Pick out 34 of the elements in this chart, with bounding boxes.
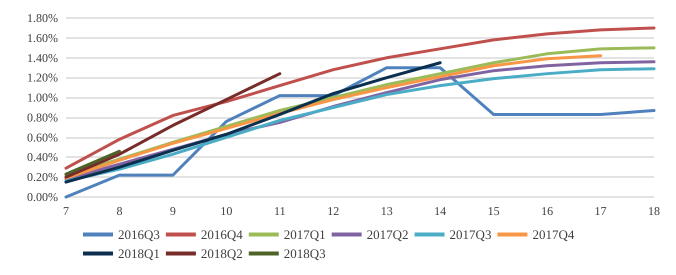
legend-label: 2016Q4	[200, 227, 244, 242]
y-tick-label: 0.80%	[27, 110, 58, 124]
x-tick-label: 8	[116, 204, 122, 218]
legend-label: 2017Q4	[532, 227, 575, 242]
x-tick-label: 16	[541, 204, 554, 218]
x-tick-label: 14	[434, 204, 446, 218]
line-series	[64, 61, 442, 184]
x-tick-label: 11	[274, 204, 286, 218]
x-tick-label: 13	[380, 204, 393, 218]
legend-label: 2016Q3	[118, 227, 160, 242]
x-tick-label: 18	[648, 204, 660, 218]
x-tick-label: 10	[220, 204, 232, 218]
x-tick-label: 15	[488, 204, 500, 218]
y-tick-label: 0.40%	[27, 150, 58, 164]
y-tick-label: 1.40%	[27, 50, 58, 65]
x-tick-label: 12	[327, 204, 340, 218]
legend-label: 2018Q1	[118, 246, 160, 261]
x-tick-label: 7	[63, 204, 69, 218]
y-tick-label: 1.80%	[27, 11, 58, 25]
y-tick-label: 1.60%	[27, 30, 58, 45]
legend-label: 2017Q3	[450, 227, 492, 242]
legend-label: 2018Q3	[284, 246, 326, 261]
y-tick-label: 1.20%	[27, 70, 58, 85]
y-tick-label: 1.00%	[27, 90, 58, 105]
x-tick-label: 17	[594, 204, 607, 218]
legend-label: 2017Q1	[284, 227, 326, 242]
legend-label: 2017Q2	[366, 227, 409, 242]
line-series	[64, 72, 282, 179]
line-series	[64, 26, 656, 170]
y-tick-label: 0.60%	[27, 130, 58, 144]
x-tick-label: 9	[170, 204, 176, 218]
y-tick-label: 0.20%	[27, 170, 58, 184]
y-tick-label: 0.00%	[27, 190, 58, 204]
legend-label: 2018Q2	[200, 246, 243, 261]
